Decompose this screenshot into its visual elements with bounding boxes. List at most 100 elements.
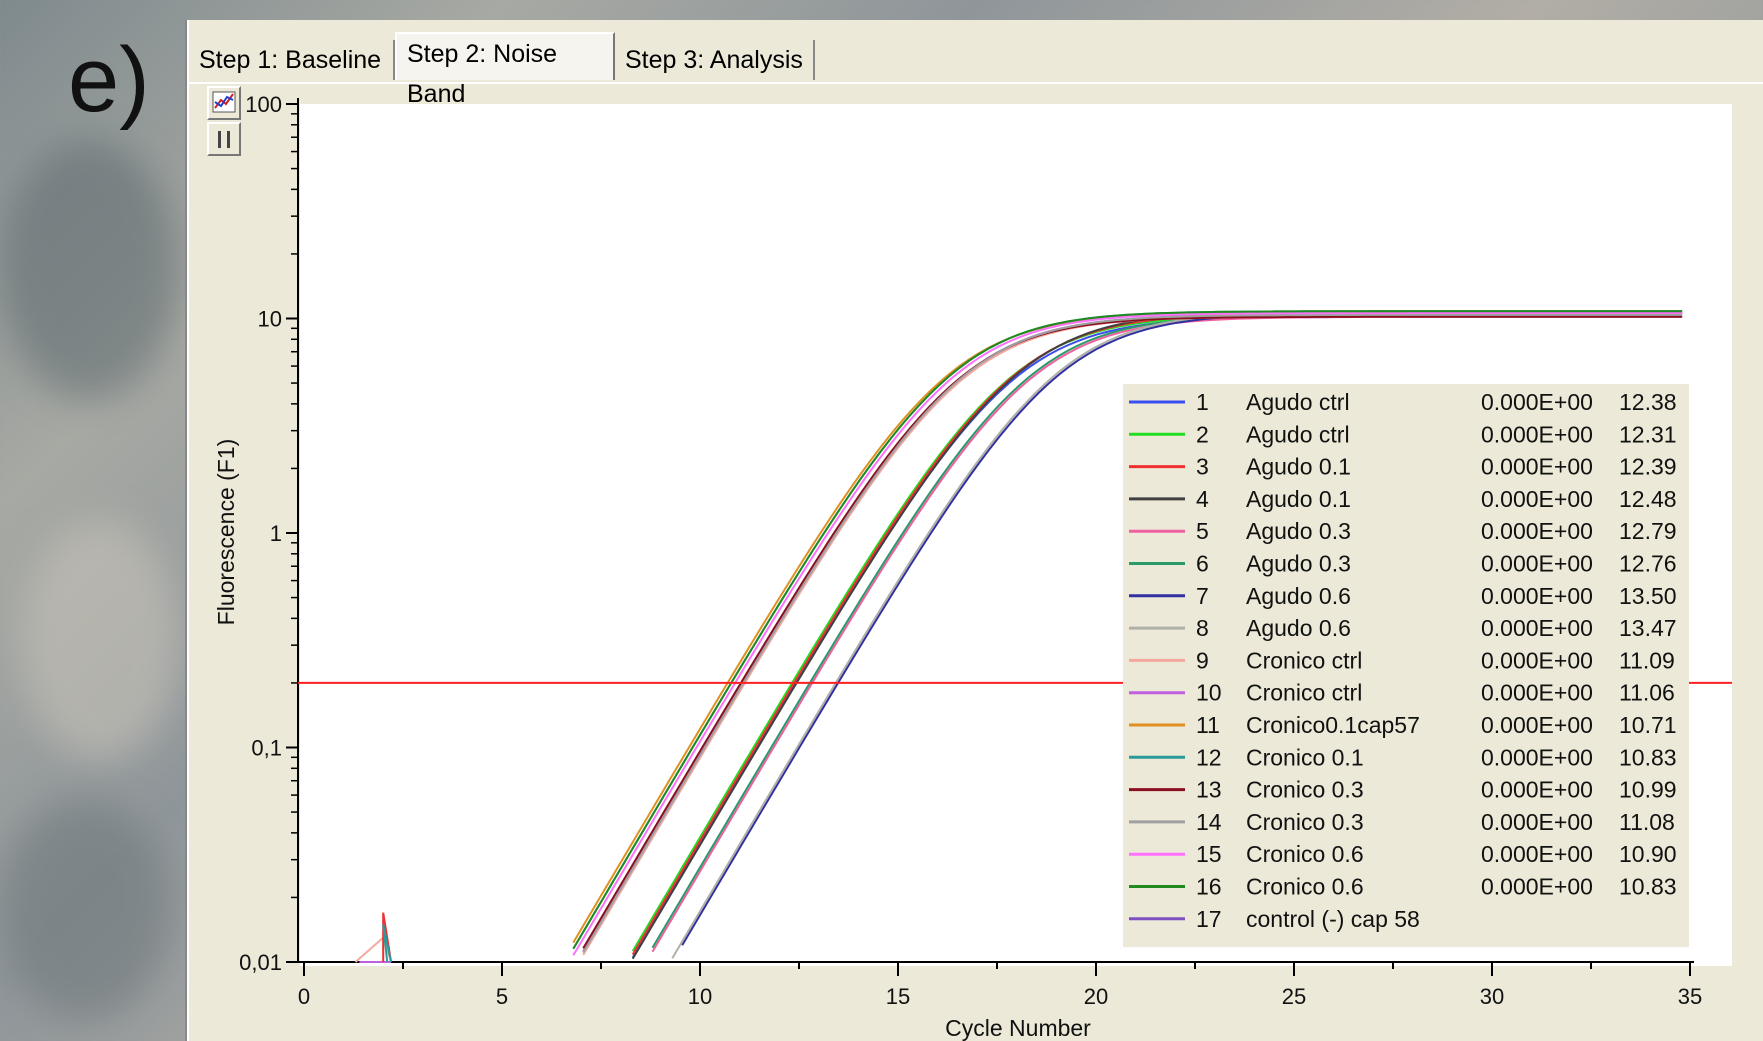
- tab-baseline[interactable]: Step 1: Baseline: [189, 40, 395, 80]
- legend-name: Agudo ctrl: [1246, 389, 1350, 415]
- legend-ct: 12.38: [1619, 389, 1677, 415]
- legend-param: 0.000E+00: [1481, 777, 1593, 803]
- legend-number: 13: [1196, 777, 1222, 803]
- tab-analysis[interactable]: Step 3: Analysis: [615, 40, 815, 80]
- pause-icon: [218, 131, 230, 148]
- legend-param: 0.000E+00: [1481, 551, 1593, 577]
- legend: 1 Agudo ctrl 0.000E+00 12.38 2 Agudo ctrl 0.00…: [1123, 384, 1689, 948]
- y-tick-label: 100: [245, 92, 282, 117]
- legend-ct: 10.83: [1619, 874, 1677, 900]
- legend-name: Agudo 0.6: [1246, 583, 1351, 609]
- series-line: [582, 315, 1683, 949]
- tab-divider: [189, 82, 1763, 84]
- chart-view-button[interactable]: [207, 86, 241, 120]
- legend-name: control (-) cap 58: [1246, 906, 1420, 932]
- legend-name: Agudo 0.6: [1246, 615, 1351, 641]
- noise-line: [382, 923, 393, 963]
- series-line: [572, 310, 1683, 950]
- legend-name: Cronico0.1cap57: [1246, 712, 1420, 738]
- legend-param: 0.000E+00: [1481, 712, 1593, 738]
- legend-number: 17: [1196, 906, 1222, 932]
- legend-number: 15: [1196, 841, 1222, 867]
- tab-analysis-label: Step 3: Analysis: [625, 46, 803, 74]
- x-tick-label: 30: [1480, 984, 1504, 1009]
- legend-number: 1: [1196, 389, 1209, 415]
- x-tick-label: 20: [1084, 984, 1108, 1009]
- legend-number: 12: [1196, 744, 1222, 770]
- legend-number: 9: [1196, 647, 1209, 673]
- legend-number: 8: [1196, 615, 1209, 641]
- tab-baseline-label: Step 1: Baseline: [199, 46, 382, 74]
- x-tick-label: 25: [1282, 984, 1306, 1009]
- legend-name: Agudo ctrl: [1246, 421, 1350, 447]
- legend-param: 0.000E+00: [1481, 486, 1593, 512]
- legend-ct: 10.83: [1619, 744, 1677, 770]
- tab-noise-band-label: Step 2: Noise Band: [407, 40, 558, 108]
- y-tick-label: 0,1: [251, 736, 282, 761]
- legend-param: 0.000E+00: [1481, 389, 1593, 415]
- legend-param: 0.000E+00: [1481, 518, 1593, 544]
- legend-param: 0.000E+00: [1481, 809, 1593, 835]
- legend-name: Agudo 0.3: [1246, 551, 1351, 577]
- y-tick-label: 1: [270, 521, 282, 546]
- x-tick-label: 0: [298, 984, 310, 1009]
- chart-view-icon: [212, 91, 236, 113]
- legend-param: 0.000E+00: [1481, 744, 1593, 770]
- legend-ct: 10.71: [1619, 712, 1677, 738]
- legend-number: 3: [1196, 454, 1209, 480]
- legend-param: 0.000E+00: [1481, 421, 1593, 447]
- legend-name: Cronico ctrl: [1246, 647, 1362, 673]
- legend-ct: 13.50: [1619, 583, 1677, 609]
- legend-ct: 10.90: [1619, 841, 1677, 867]
- legend-name: Cronico 0.3: [1246, 777, 1364, 803]
- tab-bar: Step 1: Baseline Step 2: Noise Band Step…: [189, 32, 1763, 108]
- legend-number: 16: [1196, 874, 1222, 900]
- x-axis-label: Cycle Number: [945, 1015, 1091, 1041]
- series-line: [582, 313, 1683, 954]
- x-tick-label: 15: [886, 984, 910, 1009]
- legend-param: 0.000E+00: [1481, 680, 1593, 706]
- legend-ct: 11.06: [1619, 680, 1675, 706]
- legend-name: Agudo 0.1: [1246, 486, 1351, 512]
- legend-param: 0.000E+00: [1481, 615, 1593, 641]
- x-tick-label: 35: [1678, 984, 1702, 1009]
- legend-param: 0.000E+00: [1481, 647, 1593, 673]
- legend-name: Cronico ctrl: [1246, 680, 1362, 706]
- legend-number: 5: [1196, 518, 1209, 544]
- legend-ct: 13.47: [1619, 615, 1677, 641]
- tab-noise-band[interactable]: Step 2: Noise Band: [395, 32, 615, 108]
- legend-number: 6: [1196, 551, 1209, 577]
- legend-box: [1123, 384, 1689, 948]
- pause-button[interactable]: [207, 122, 241, 156]
- legend-name: Cronico 0.1: [1246, 744, 1364, 770]
- legend-name: Cronico 0.6: [1246, 841, 1364, 867]
- legend-param: 0.000E+00: [1481, 583, 1593, 609]
- legend-name: Cronico 0.6: [1246, 874, 1364, 900]
- legend-param: 0.000E+00: [1481, 841, 1593, 867]
- figure-label: e): [68, 29, 150, 131]
- legend-name: Cronico 0.3: [1246, 809, 1364, 835]
- legend-name: Agudo 0.1: [1246, 454, 1351, 480]
- toolbar: [207, 86, 241, 158]
- y-tick-label: 10: [258, 307, 282, 332]
- legend-number: 2: [1196, 421, 1209, 447]
- y-axis-label: Fluorescence (F1): [213, 439, 239, 626]
- legend-ct: 11.09: [1619, 647, 1675, 673]
- legend-ct: 11.08: [1619, 809, 1675, 835]
- legend-name: Agudo 0.3: [1246, 518, 1351, 544]
- legend-number: 10: [1196, 680, 1222, 706]
- series-line: [572, 312, 1683, 956]
- legend-number: 7: [1196, 583, 1209, 609]
- x-tick-label: 5: [496, 984, 508, 1009]
- legend-ct: 12.76: [1619, 551, 1677, 577]
- y-tick-label: 0,01: [239, 950, 282, 975]
- legend-ct: 12.31: [1619, 421, 1677, 447]
- legend-param: 0.000E+00: [1481, 454, 1593, 480]
- legend-number: 4: [1196, 486, 1209, 512]
- legend-ct: 12.79: [1619, 518, 1677, 544]
- legend-number: 11: [1196, 712, 1220, 738]
- legend-ct: 12.39: [1619, 454, 1677, 480]
- amplification-curves: [354, 310, 1683, 963]
